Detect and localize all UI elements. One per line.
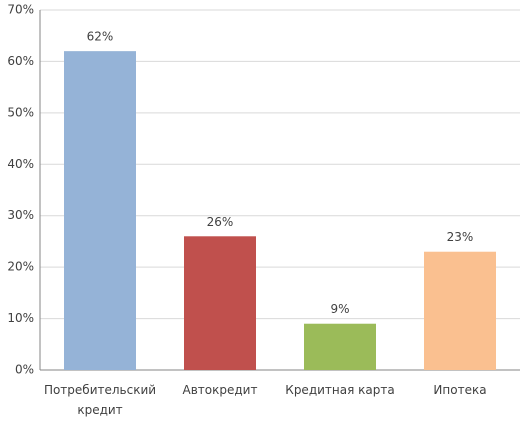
y-tick-label: 0% (15, 363, 34, 377)
y-tick-label: 10% (7, 311, 34, 325)
y-tick-label: 60% (7, 54, 34, 68)
y-tick-label: 40% (7, 157, 34, 171)
x-tick-label: Кредитная карта (285, 383, 395, 397)
y-tick-label: 50% (7, 105, 34, 119)
bar (424, 251, 496, 370)
bar (184, 236, 256, 370)
value-label: 26% (207, 215, 234, 229)
value-label: 62% (87, 30, 114, 44)
x-tick-label: Потребительский кредит (43, 383, 157, 417)
y-tick-label: 20% (7, 260, 34, 274)
value-label: 9% (330, 302, 349, 316)
y-tick-label: 70% (7, 3, 34, 17)
bar (304, 323, 376, 370)
bar (64, 51, 136, 371)
y-tick-label: 30% (7, 208, 34, 222)
x-tick-label: Ипотека (433, 383, 487, 397)
value-label: 23% (447, 230, 474, 244)
x-tick-label: Автокредит (182, 383, 258, 397)
